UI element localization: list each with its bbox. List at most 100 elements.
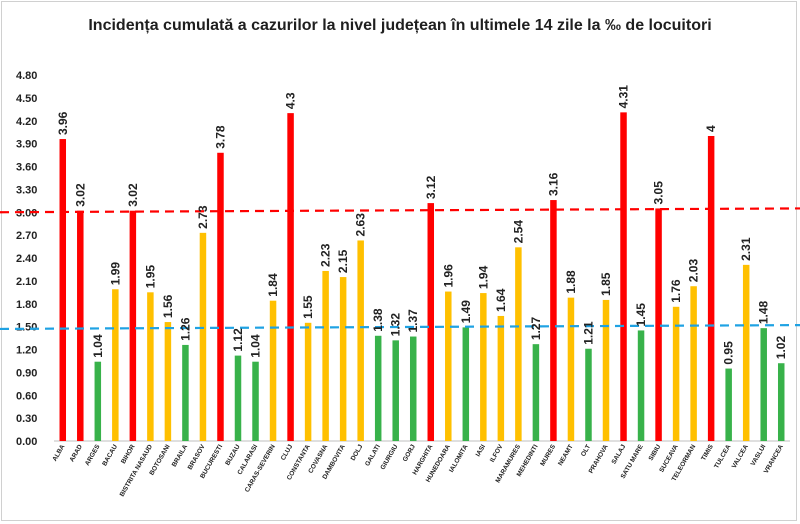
data-label: 1.76 <box>669 279 683 303</box>
data-label: 1.37 <box>406 309 420 333</box>
data-label: 1.99 <box>108 262 122 286</box>
x-tick-label: VALCEA <box>731 443 750 469</box>
y-tick-label: 4.80 <box>16 70 37 82</box>
x-tick-label: IASI <box>475 443 487 458</box>
bar <box>269 300 277 441</box>
threshold-lines <box>0 207 800 331</box>
bar <box>480 293 487 441</box>
x-tick-label: ALBA <box>51 443 66 462</box>
data-label: 1.49 <box>459 300 473 324</box>
data-label: 2.23 <box>319 243 333 267</box>
bar <box>777 363 785 441</box>
y-tick-label: 0.30 <box>16 413 37 425</box>
data-label: 1.32 <box>389 313 403 337</box>
x-tick-label: GORJ <box>402 443 417 463</box>
y-tick-label: 3.00 <box>16 207 37 219</box>
data-label: 2.54 <box>511 220 525 244</box>
bar <box>620 112 627 442</box>
data-label: 0.95 <box>722 341 736 365</box>
data-label: 2.73 <box>196 205 210 229</box>
bar <box>567 297 575 441</box>
x-tick-label: SIBIU <box>648 443 663 462</box>
x-tick-label: SALAJ <box>611 443 628 465</box>
data-label: 1.38 <box>371 308 385 332</box>
bar <box>164 322 172 441</box>
data-label: 3.02 <box>73 183 87 207</box>
data-label: 1.88 <box>564 270 578 294</box>
data-label: 1.27 <box>529 316 543 340</box>
data-label: 2.31 <box>739 237 753 261</box>
x-tick-label: CLUJ <box>280 443 295 462</box>
y-tick-label: 0.60 <box>16 390 37 402</box>
x-tick-label: TULCEA <box>713 443 732 470</box>
data-label: 1.04 <box>249 334 263 358</box>
bar <box>725 368 732 441</box>
data-label: 1.45 <box>634 303 648 327</box>
bars <box>59 112 785 442</box>
y-tick-label: 0.00 <box>16 436 37 448</box>
y-tick-label: 1.20 <box>16 345 37 357</box>
data-label: 3.96 <box>56 111 70 135</box>
bar <box>287 113 294 441</box>
data-label: 3.02 <box>126 183 140 207</box>
data-label: 3.16 <box>546 172 560 196</box>
y-tick-label: 2.70 <box>16 230 37 242</box>
data-label: 4.31 <box>617 85 631 109</box>
x-tick-label: MURES <box>539 443 557 467</box>
x-tick-label: GIURGIU <box>379 443 399 471</box>
bar <box>339 277 347 441</box>
bar <box>234 355 242 441</box>
bar <box>760 328 767 441</box>
x-tick-label: BRAILA <box>171 443 189 468</box>
bar <box>182 344 189 441</box>
bar <box>707 136 715 441</box>
x-tick-label: BUZAU <box>224 443 242 466</box>
bar <box>550 200 557 441</box>
bar <box>112 289 119 441</box>
bar <box>585 348 592 441</box>
y-tick-label: 1.50 <box>16 322 37 334</box>
x-tick-label: VASLUI <box>750 443 768 467</box>
data-label: 1.04 <box>91 334 105 358</box>
data-label: 1.48 <box>757 300 771 324</box>
y-axis: 0.00 0.30 0.60 0.90 1.20 1.50 1.80 2.10 2.40 2.70… <box>16 70 790 448</box>
bar <box>462 327 470 441</box>
bar <box>637 330 645 441</box>
data-label: 4 <box>704 125 718 132</box>
blue-threshold-line <box>0 324 800 331</box>
bar <box>445 291 452 441</box>
data-label: 1.02 <box>774 336 788 360</box>
data-label: 3.78 <box>213 125 227 149</box>
bar <box>129 210 137 441</box>
x-tick-label: ARGES <box>84 443 102 467</box>
x-tick-label: NEAMT <box>557 443 575 467</box>
bar <box>374 335 382 441</box>
chart-title: Incidența cumulată a cazurilor la nivel … <box>88 17 712 34</box>
bar <box>672 306 680 441</box>
data-label: 1.96 <box>441 264 455 288</box>
x-tick-label: BACAU <box>101 443 119 467</box>
bar <box>655 208 662 441</box>
x-tick-label: TIMIS <box>700 443 715 462</box>
bar <box>497 315 505 441</box>
bar <box>602 299 610 441</box>
y-tick-label: 1.80 <box>16 299 37 311</box>
data-label: 3.12 <box>424 175 438 199</box>
bar <box>94 361 102 441</box>
y-tick-label: 3.90 <box>16 139 37 151</box>
y-tick-label: 3.30 <box>16 184 37 196</box>
data-label: 4.3 <box>284 92 298 109</box>
y-tick-label: 4.20 <box>16 116 37 128</box>
data-label: 1.56 <box>161 294 175 318</box>
bar <box>690 286 697 441</box>
bar <box>322 270 329 441</box>
data-label: 1.95 <box>143 265 157 289</box>
data-label: 1.84 <box>266 273 280 297</box>
x-tick-label: OLT <box>580 443 592 457</box>
bar <box>252 361 259 441</box>
bar <box>217 152 224 441</box>
data-label: 1.12 <box>231 328 245 352</box>
x-tick-label: ARAD <box>69 443 85 463</box>
